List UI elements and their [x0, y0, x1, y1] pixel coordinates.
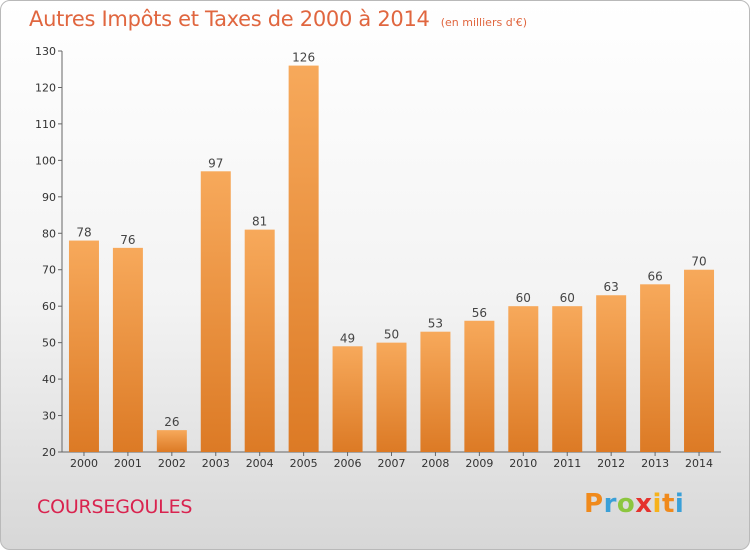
bar-2002 — [156, 430, 187, 452]
bar-2014 — [684, 269, 715, 452]
y-tick-label: 100 — [35, 154, 56, 167]
x-tick-label-2004: 2004 — [246, 457, 274, 470]
bar-2004 — [244, 229, 275, 452]
bar-2007 — [376, 342, 407, 452]
value-label-2013: 66 — [647, 269, 662, 283]
x-tick-label-2008: 2008 — [421, 457, 449, 470]
bar-2003 — [200, 171, 231, 453]
x-tick-label-2011: 2011 — [553, 457, 581, 470]
x-tick-label-2002: 2002 — [158, 457, 186, 470]
y-tick-label: 70 — [42, 264, 56, 277]
value-label-2001: 76 — [120, 233, 135, 247]
bar-2010 — [508, 306, 539, 452]
bar-2006 — [332, 346, 363, 452]
bar-2005 — [288, 65, 319, 452]
value-label-2007: 50 — [384, 328, 399, 342]
value-label-2009: 56 — [472, 306, 487, 320]
bar-2012 — [596, 295, 627, 452]
y-tick-label: 110 — [35, 118, 56, 131]
y-tick-label: 50 — [42, 337, 56, 350]
chart-labels: 2000 78 2001 76 2002 26 2003 97 2004 81 2005 126 200… — [70, 51, 713, 470]
y-tick-label: 90 — [42, 191, 56, 204]
proxiti-logo: Proxiti — [584, 489, 685, 519]
value-label-2004: 81 — [252, 215, 267, 229]
bar-2011 — [552, 306, 583, 452]
y-tick-label: 130 — [35, 45, 56, 58]
chart-subtitle: (en milliers d'€) — [440, 16, 527, 29]
value-label-2002: 26 — [164, 415, 179, 429]
chart-bars — [68, 65, 715, 453]
y-tick-label: 30 — [42, 410, 56, 423]
x-tick-label-2014: 2014 — [685, 457, 713, 470]
x-tick-label-2005: 2005 — [290, 457, 318, 470]
chart-axes: 20 30 40 50 60 70 80 90 100 110 120 130 — [35, 45, 721, 459]
value-label-2005: 126 — [292, 51, 315, 65]
x-tick-label-2009: 2009 — [465, 457, 493, 470]
x-tick-label-2010: 2010 — [509, 457, 537, 470]
bar-2013 — [640, 284, 671, 452]
value-label-2006: 49 — [340, 331, 355, 345]
y-tick-label: 120 — [35, 81, 56, 94]
y-tick-label: 20 — [42, 446, 56, 459]
chart-title-block: Autres Impôts et Taxes de 2000 à 2014 (e… — [29, 7, 527, 31]
y-tick-label: 40 — [42, 373, 56, 386]
x-tick-label-2013: 2013 — [641, 457, 669, 470]
bar-2009 — [464, 320, 495, 452]
value-label-2003: 97 — [208, 156, 223, 170]
x-tick-label-2012: 2012 — [597, 457, 625, 470]
value-label-2010: 60 — [516, 291, 531, 305]
bar-2000 — [68, 240, 99, 452]
commune-name: COURSEGOULES — [37, 496, 193, 518]
x-tick-label-2003: 2003 — [202, 457, 230, 470]
x-tick-label-2006: 2006 — [334, 457, 362, 470]
value-label-2011: 60 — [560, 291, 575, 305]
y-tick-label: 80 — [42, 227, 56, 240]
x-tick-label-2001: 2001 — [114, 457, 142, 470]
value-label-2014: 70 — [691, 255, 706, 269]
value-label-2012: 63 — [604, 280, 619, 294]
value-label-2008: 53 — [428, 317, 443, 331]
chart-title: Autres Impôts et Taxes de 2000 à 2014 — [29, 7, 430, 31]
x-tick-label-2007: 2007 — [378, 457, 406, 470]
x-tick-label-2000: 2000 — [70, 457, 98, 470]
bar-2001 — [112, 247, 143, 452]
value-label-2000: 78 — [76, 226, 91, 240]
bar-2008 — [420, 331, 451, 452]
y-tick-label: 60 — [42, 300, 56, 313]
